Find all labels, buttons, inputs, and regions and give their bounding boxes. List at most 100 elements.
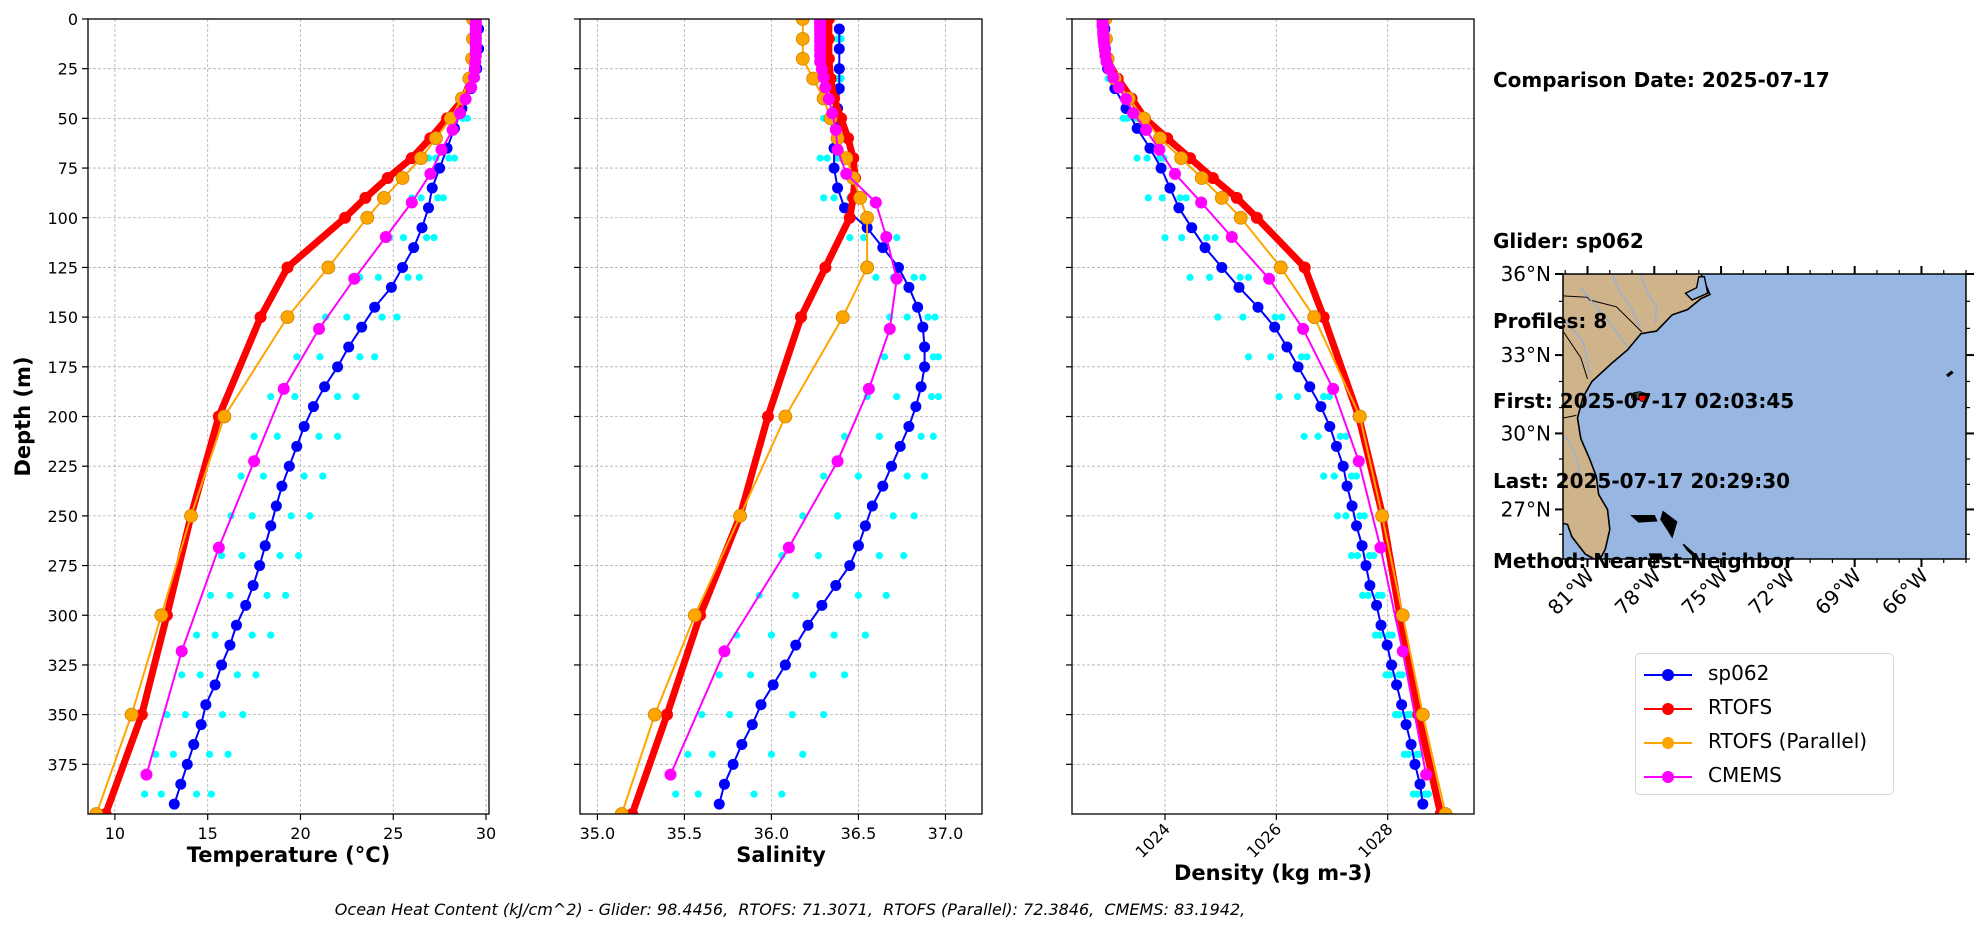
- series-point-sp062: [866, 500, 878, 512]
- series-point-sp062: [1414, 778, 1426, 790]
- legend-label: RTOFS: [1708, 695, 1773, 719]
- series-point-rtofs: [1206, 172, 1219, 184]
- bahamas-island: [1630, 514, 1658, 523]
- series-point-sp062: [1351, 520, 1363, 532]
- glider-profile-point: [248, 631, 256, 639]
- glider-profile-point: [192, 790, 201, 798]
- glider-profile-point: [889, 512, 897, 520]
- glider-profile-point: [1378, 591, 1386, 599]
- glider-profile-point: [809, 671, 817, 679]
- series-point-cmems: [1297, 322, 1310, 335]
- comparison-date: Comparison Date: 2025-07-17: [1493, 68, 1830, 93]
- series-point-cmems: [379, 231, 392, 244]
- series-point-sp062: [175, 778, 187, 790]
- series-point-rtofs-parallel: [795, 31, 810, 46]
- series-point-sp062: [1405, 738, 1417, 750]
- series-point-rtofs-parallel: [860, 210, 875, 225]
- series-point-sp062: [1186, 222, 1198, 234]
- panel-salinity: 35.0 35.5 36.0 36.5 37.0 Salinity: [574, 18, 983, 867]
- glider-profile-point: [291, 393, 299, 401]
- series-point-sp062: [713, 798, 725, 810]
- series-point-cmems: [718, 645, 731, 658]
- glider-profile-point: [840, 671, 849, 679]
- series-point-rtofs: [135, 708, 148, 721]
- river: [1563, 317, 1591, 374]
- y-tick-label: 225: [47, 457, 78, 476]
- plot-area: [614, 19, 943, 814]
- glider-profile-point: [903, 313, 911, 321]
- glider-profile-point: [1386, 671, 1394, 679]
- glider-profile-point: [1182, 194, 1190, 202]
- legend-label: CMEMS: [1708, 763, 1782, 787]
- glider-profile-point: [929, 353, 937, 361]
- series-point-sp062: [291, 440, 303, 452]
- glider-profile-point: [672, 790, 680, 798]
- glider-profile-point: [1176, 194, 1184, 202]
- glider-profile-point: [430, 234, 438, 242]
- series-point-rtofs-parallel: [1375, 508, 1390, 523]
- glider-profile-point: [445, 154, 453, 162]
- series-point-sp062: [416, 222, 428, 234]
- series-point-rtofs-parallel: [280, 310, 295, 325]
- x-tick-label: 35.0: [580, 824, 616, 843]
- glider-profile-point: [931, 313, 939, 321]
- series-point-sp062: [919, 341, 931, 353]
- glider-profile-point: [698, 711, 706, 719]
- series-point-sp062: [833, 83, 845, 95]
- series-point-sp062: [844, 560, 856, 572]
- y-tick-label: 325: [47, 656, 78, 675]
- series-point-cmems: [890, 272, 903, 285]
- glider-profile-point: [321, 313, 330, 321]
- glider-profile-point: [861, 631, 870, 639]
- glider-name: Glider: sp062: [1493, 228, 1644, 253]
- y-tick-label: 300: [47, 606, 78, 625]
- series-point-cmems: [1120, 93, 1133, 106]
- glider-profile-point: [205, 750, 214, 758]
- glider-profile-point: [1297, 353, 1305, 361]
- glider-profile-point: [352, 393, 360, 401]
- series-point-rtofs: [1230, 191, 1243, 204]
- glider-profile-point: [306, 512, 314, 520]
- glider-profile-point: [399, 234, 408, 242]
- glider-profile-point: [1214, 313, 1222, 321]
- x-tick-label: 35.5: [667, 824, 703, 843]
- map-frame: [1562, 273, 1967, 560]
- series-point-sp062: [1381, 639, 1393, 651]
- glider-profile-point: [1133, 154, 1141, 162]
- series-point-sp062: [397, 261, 409, 273]
- series-point-cmems: [1195, 196, 1208, 209]
- series-point-cmems: [1225, 231, 1238, 244]
- glider-profile-point: [267, 393, 275, 401]
- series-point-rtofs: [626, 808, 639, 814]
- glider-profile-point: [1178, 234, 1186, 242]
- glider-profile-point: [333, 432, 342, 440]
- series-point-sp062: [919, 361, 931, 373]
- series-point-cmems: [1352, 455, 1365, 468]
- glider-profile-point: [1370, 552, 1378, 560]
- glider-profile-point: [417, 194, 425, 202]
- y-tick-label: 250: [47, 507, 78, 526]
- series-point-sp062: [917, 321, 929, 333]
- series-point-cmems: [831, 143, 844, 156]
- glider-profile-point: [750, 790, 758, 798]
- series-point-rtofs: [254, 311, 267, 324]
- glider-profile-point: [1161, 234, 1169, 242]
- legend-marker-icon: [1644, 669, 1692, 681]
- glider-profile-point: [1336, 432, 1344, 440]
- legend-item-sp062: sp062: [1636, 658, 1893, 692]
- series-point-rtofs-parallel: [1194, 171, 1209, 185]
- series-point-sp062: [1164, 182, 1176, 194]
- glider-profile-point: [882, 591, 890, 599]
- series-point-rtofs: [795, 311, 808, 324]
- series-point-rtofs-parallel: [1352, 409, 1367, 424]
- glider-profile-point: [423, 234, 431, 242]
- x-tick-label: 10: [105, 824, 125, 843]
- series-point-rtofs-parallel: [89, 807, 104, 814]
- series-point-sp062: [1144, 142, 1156, 154]
- series-point-sp062: [828, 162, 840, 174]
- y-tick-label: 350: [47, 706, 78, 725]
- glider-profile-point: [319, 472, 327, 480]
- glider-profile-point: [295, 552, 303, 560]
- series-point-sp062: [240, 599, 252, 611]
- river: [1564, 435, 1582, 475]
